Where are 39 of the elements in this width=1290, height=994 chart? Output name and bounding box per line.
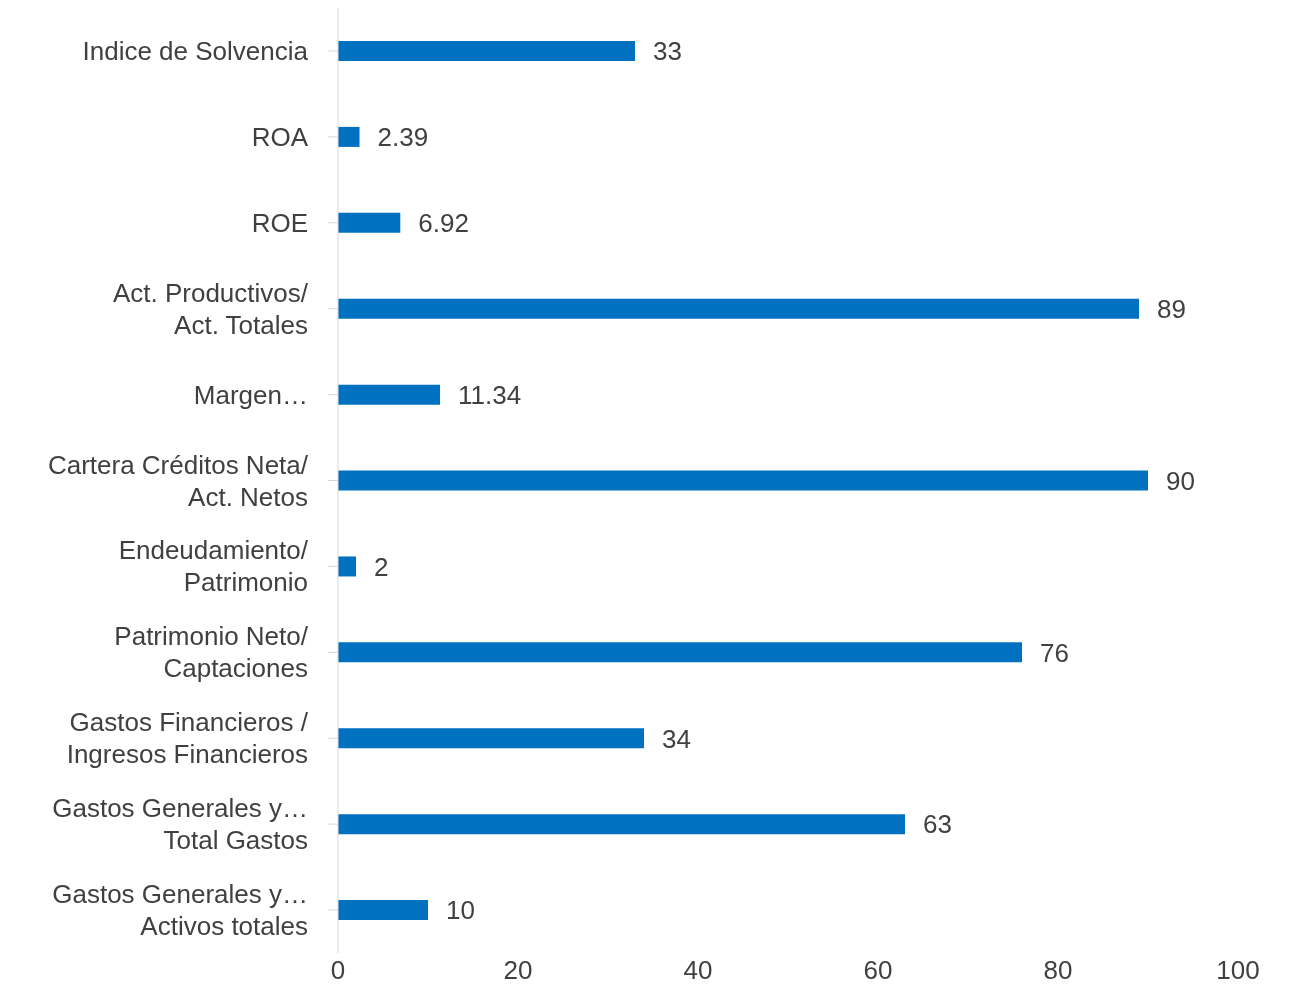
data-label: 76: [1040, 637, 1069, 668]
y-tick-label: Patrimonio Neto/ Captaciones: [114, 621, 309, 684]
y-tick-label: Gastos Generales y… Total Gastos: [52, 793, 308, 856]
bar: [338, 728, 644, 749]
data-label: 63: [923, 809, 952, 840]
y-tick-label: ROE: [251, 207, 308, 238]
bar: [338, 642, 1022, 663]
y-tick-label: ROA: [251, 121, 309, 152]
x-tick-label: 0: [330, 955, 346, 986]
bar: [338, 298, 1139, 319]
data-label: 89: [1157, 293, 1186, 324]
bar: [338, 900, 428, 921]
x-tick-label: 100: [1216, 955, 1260, 986]
y-tick-label: Gastos Financieros / Ingresos Financieros: [66, 707, 309, 770]
x-tick-label: 40: [683, 955, 713, 986]
x-tick-label: 80: [1043, 955, 1073, 986]
y-tick-label: Act. Productivos/ Act. Totales: [112, 277, 309, 340]
data-label: 2.39: [377, 122, 429, 153]
data-label: 90: [1166, 465, 1195, 496]
data-label: 33: [653, 36, 682, 67]
y-tick-label: Indice de Solvencia: [82, 35, 309, 66]
data-label: 34: [662, 723, 691, 754]
bar: [338, 384, 441, 405]
bar: [338, 556, 356, 577]
data-label: 10: [446, 895, 475, 926]
data-label: 11.34: [458, 379, 522, 410]
y-tick-label: Gastos Generales y… Activos totales: [52, 879, 308, 942]
x-tick-label: 60: [863, 955, 893, 986]
bar: [338, 814, 905, 835]
bar: [338, 470, 1148, 491]
bar: [338, 41, 635, 61]
y-tick-label: Cartera Créditos Neta/ Act. Netos: [47, 449, 309, 512]
data-label: 2: [374, 551, 389, 582]
y-tick-label: Margen…: [193, 379, 308, 410]
data-label: 6.92: [418, 208, 469, 239]
x-tick-label: 20: [503, 955, 533, 986]
bar: [338, 212, 401, 233]
bar: [338, 126, 360, 147]
y-tick-label: Endeudamiento/ Patrimonio: [118, 535, 309, 598]
